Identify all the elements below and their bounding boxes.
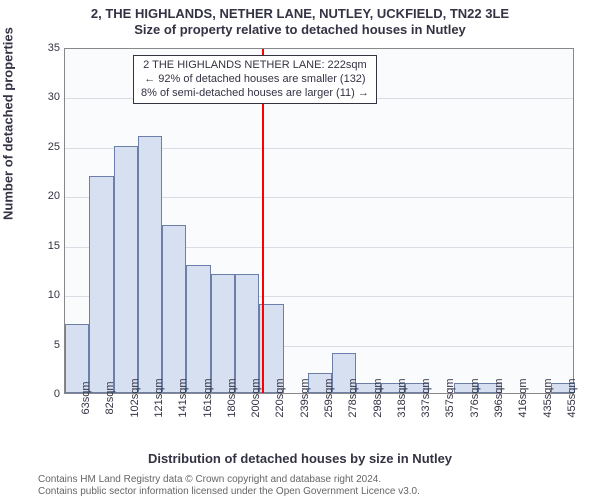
x-tick-label: 455sqm bbox=[566, 378, 578, 417]
x-tick-label: 298sqm bbox=[372, 378, 384, 417]
y-tick-label: 25 bbox=[30, 141, 60, 153]
x-tick-label: 121sqm bbox=[153, 378, 165, 417]
x-tick-label: 396sqm bbox=[493, 378, 505, 417]
x-tick-label: 82sqm bbox=[104, 381, 116, 414]
x-tick-label: 200sqm bbox=[250, 378, 262, 417]
chart-title-sub: Size of property relative to detached ho… bbox=[0, 22, 600, 42]
y-tick-label: 5 bbox=[30, 339, 60, 351]
bar bbox=[162, 225, 186, 393]
x-tick-label: 220sqm bbox=[274, 378, 286, 417]
x-tick-label: 278sqm bbox=[347, 378, 359, 417]
y-tick-label: 0 bbox=[30, 388, 60, 400]
x-tick-label: 161sqm bbox=[202, 378, 214, 417]
chart-title-main: 2, THE HIGHLANDS, NETHER LANE, NUTLEY, U… bbox=[0, 0, 600, 22]
bar bbox=[211, 274, 235, 393]
annotation-line: 2 THE HIGHLANDS NETHER LANE: 222sqm bbox=[141, 59, 369, 73]
annotation-box: 2 THE HIGHLANDS NETHER LANE: 222sqm ← 92… bbox=[133, 55, 377, 104]
chart-plot-area: 2 THE HIGHLANDS NETHER LANE: 222sqm ← 92… bbox=[64, 48, 574, 394]
chart-container: 2, THE HIGHLANDS, NETHER LANE, NUTLEY, U… bbox=[0, 0, 600, 500]
bar bbox=[138, 136, 162, 393]
x-tick-label: 102sqm bbox=[129, 378, 141, 417]
x-tick-label: 180sqm bbox=[226, 378, 238, 417]
x-tick-label: 239sqm bbox=[299, 378, 311, 417]
x-tick-label: 259sqm bbox=[323, 378, 335, 417]
x-tick-label: 435sqm bbox=[542, 378, 554, 417]
bar bbox=[114, 146, 138, 393]
annotation-line: ← 92% of detached houses are smaller (13… bbox=[141, 73, 369, 87]
y-tick-label: 30 bbox=[30, 91, 60, 103]
annotation-line: 8% of semi-detached houses are larger (1… bbox=[141, 87, 369, 101]
y-tick-label: 20 bbox=[30, 190, 60, 202]
bar bbox=[89, 176, 113, 393]
x-tick-label: 357sqm bbox=[444, 378, 456, 417]
y-tick-label: 35 bbox=[30, 42, 60, 54]
footer-line: Contains HM Land Registry data © Crown c… bbox=[38, 474, 420, 486]
y-tick-label: 10 bbox=[30, 289, 60, 301]
bar bbox=[186, 265, 210, 394]
bar bbox=[235, 274, 259, 393]
y-tick-label: 15 bbox=[30, 240, 60, 252]
x-tick-label: 318sqm bbox=[396, 378, 408, 417]
x-axis-label: Distribution of detached houses by size … bbox=[0, 451, 600, 466]
y-axis-label: Number of detached properties bbox=[1, 27, 16, 220]
x-tick-label: 63sqm bbox=[80, 381, 92, 414]
x-tick-label: 141sqm bbox=[177, 378, 189, 417]
footer-attribution: Contains HM Land Registry data © Crown c… bbox=[38, 474, 420, 498]
x-tick-label: 376sqm bbox=[469, 378, 481, 417]
x-tick-label: 416sqm bbox=[517, 378, 529, 417]
x-tick-label: 337sqm bbox=[420, 378, 432, 417]
footer-line: Contains public sector information licen… bbox=[38, 486, 420, 498]
